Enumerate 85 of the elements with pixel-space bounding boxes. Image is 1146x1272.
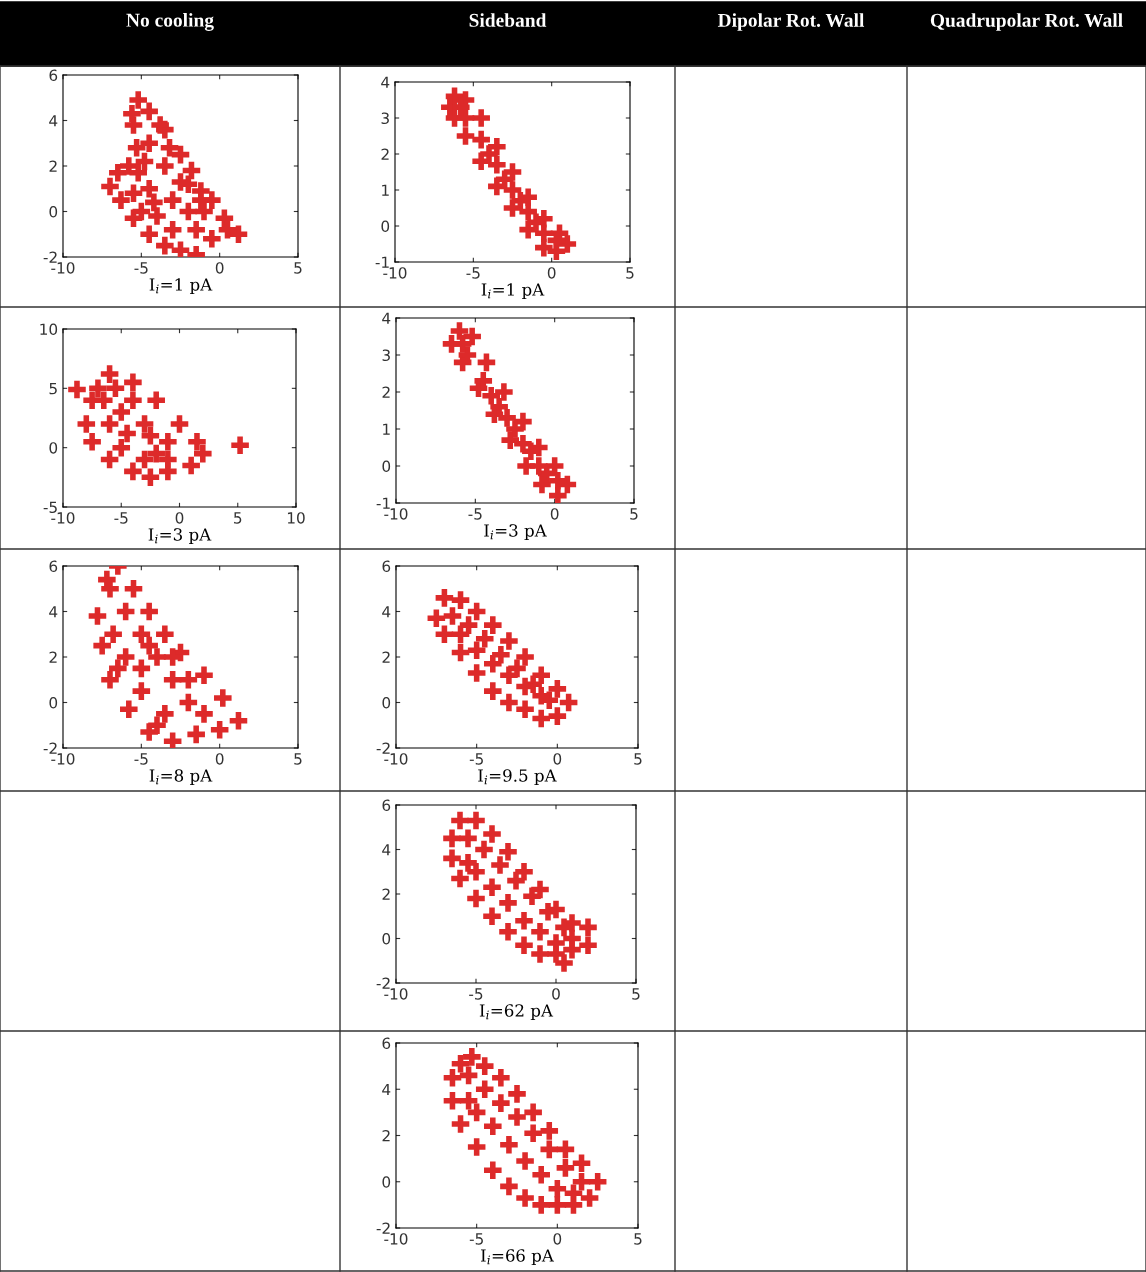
x-tick-label: 0: [550, 508, 559, 520]
y-tick-label: 1: [383, 423, 390, 435]
x-tick-label: 0: [552, 988, 560, 1000]
y-tick-label: -1: [375, 256, 389, 268]
x-tick-label: -10: [384, 753, 408, 765]
y-tick-label: -2: [376, 742, 390, 754]
y-tick-label: 4: [382, 844, 391, 856]
y-tick-label: 2: [49, 160, 57, 172]
x-tick-label: 0: [175, 512, 184, 524]
x-tick-label: 0: [215, 262, 224, 274]
y-tick-label: -2: [43, 251, 57, 263]
x-tick-label: -5: [134, 753, 148, 765]
y-tick-label: 2: [381, 148, 389, 160]
y-tick-label: -1: [376, 497, 390, 509]
x-axis-title: I$_{i}$=8 pA: [149, 769, 213, 785]
x-axis-title: I$_{i}$=1 pA: [149, 278, 213, 294]
x-tick-label: 5: [234, 512, 242, 524]
y-tick-label: 4: [382, 606, 391, 618]
x-tick-label: 0: [547, 267, 556, 279]
x-tick-label: 0: [553, 1233, 562, 1245]
x-tick-label: -5: [469, 988, 483, 1000]
y-tick-label: 2: [382, 1129, 390, 1142]
x-axis-title: I$_{i}$=9.5 pA: [478, 769, 557, 785]
y-tick-label: 4: [49, 606, 58, 618]
x-axis-title: I$_{i}$=1 pA: [481, 283, 545, 299]
text: No cooling: [126, 13, 214, 31]
x-tick-label: -5: [469, 1233, 483, 1245]
y-tick-label: 0: [49, 205, 58, 218]
x-tick-label: 0: [215, 753, 224, 765]
x-tick-label: -5: [468, 508, 482, 520]
text: Quadrupolar Rot. Wall: [930, 13, 1123, 31]
y-tick-label: 1: [382, 184, 389, 196]
y-tick-label: 2: [382, 888, 390, 900]
x-tick-label: -10: [51, 512, 75, 524]
y-tick-label: -2: [376, 1222, 390, 1234]
x-tick-label: -5: [466, 267, 480, 279]
x-tick-label: 5: [634, 1233, 642, 1245]
x-axis-title: I$_{i}$=66 pA: [481, 1249, 555, 1265]
x-tick-label: 5: [294, 753, 302, 765]
x-tick-label: -10: [384, 508, 408, 520]
y-tick-label: 0: [49, 696, 58, 709]
y-tick-label: 4: [381, 76, 390, 88]
y-tick-label: 6: [49, 560, 58, 573]
x-tick-label: 5: [294, 262, 302, 274]
x-tick-label: -5: [469, 753, 483, 765]
x-tick-label: 0: [553, 753, 562, 765]
y-tick-label: 2: [382, 651, 390, 663]
x-tick-label: 10: [287, 512, 305, 524]
y-tick-label: -2: [43, 742, 57, 754]
y-tick-label: 3: [382, 349, 390, 362]
text: Dipolar Rot. Wall: [717, 13, 865, 31]
y-tick-label: 10: [40, 323, 58, 336]
x-tick-label: -5: [134, 262, 148, 274]
y-tick-label: 5: [49, 383, 57, 395]
y-tick-label: -2: [376, 977, 390, 989]
x-tick-label: 5: [626, 267, 634, 279]
y-tick-label: 2: [382, 386, 390, 398]
y-tick-label: 0: [382, 932, 391, 945]
y-tick-label: 0: [49, 442, 58, 454]
y-tick-label: 0: [381, 220, 390, 233]
x-tick-label: -10: [384, 1233, 408, 1245]
x-tick-label: 5: [632, 988, 640, 1000]
y-tick-label: 6: [382, 560, 391, 573]
y-tick-label: 4: [382, 1083, 391, 1096]
y-tick-label: 0: [382, 1176, 391, 1188]
x-tick-label: -10: [383, 267, 407, 279]
x-tick-label: 5: [630, 508, 638, 520]
x-tick-label: 5: [634, 753, 642, 765]
y-tick-label: 6: [382, 799, 391, 812]
x-tick-label: -10: [51, 753, 75, 765]
x-tick-label: -10: [51, 262, 75, 274]
y-tick-label: 2: [49, 651, 57, 663]
y-tick-label: 0: [382, 460, 391, 473]
x-axis-title: I$_{i}$=62 pA: [479, 1004, 554, 1020]
x-tick-label: -10: [384, 988, 408, 1000]
y-tick-label: 4: [49, 115, 58, 127]
y-tick-label: 0: [382, 696, 391, 709]
x-tick-label: -5: [114, 512, 128, 524]
x-axis-title: I$_{i}$=3 pA: [484, 524, 547, 540]
y-tick-label: 6: [49, 69, 58, 82]
y-tick-label: 6: [382, 1037, 391, 1050]
x-axis-title: I$_{i}$=3 pA: [148, 528, 212, 544]
text: Sideband: [469, 13, 547, 27]
y-tick-label: 3: [381, 112, 389, 125]
y-tick-label: 4: [382, 312, 391, 324]
